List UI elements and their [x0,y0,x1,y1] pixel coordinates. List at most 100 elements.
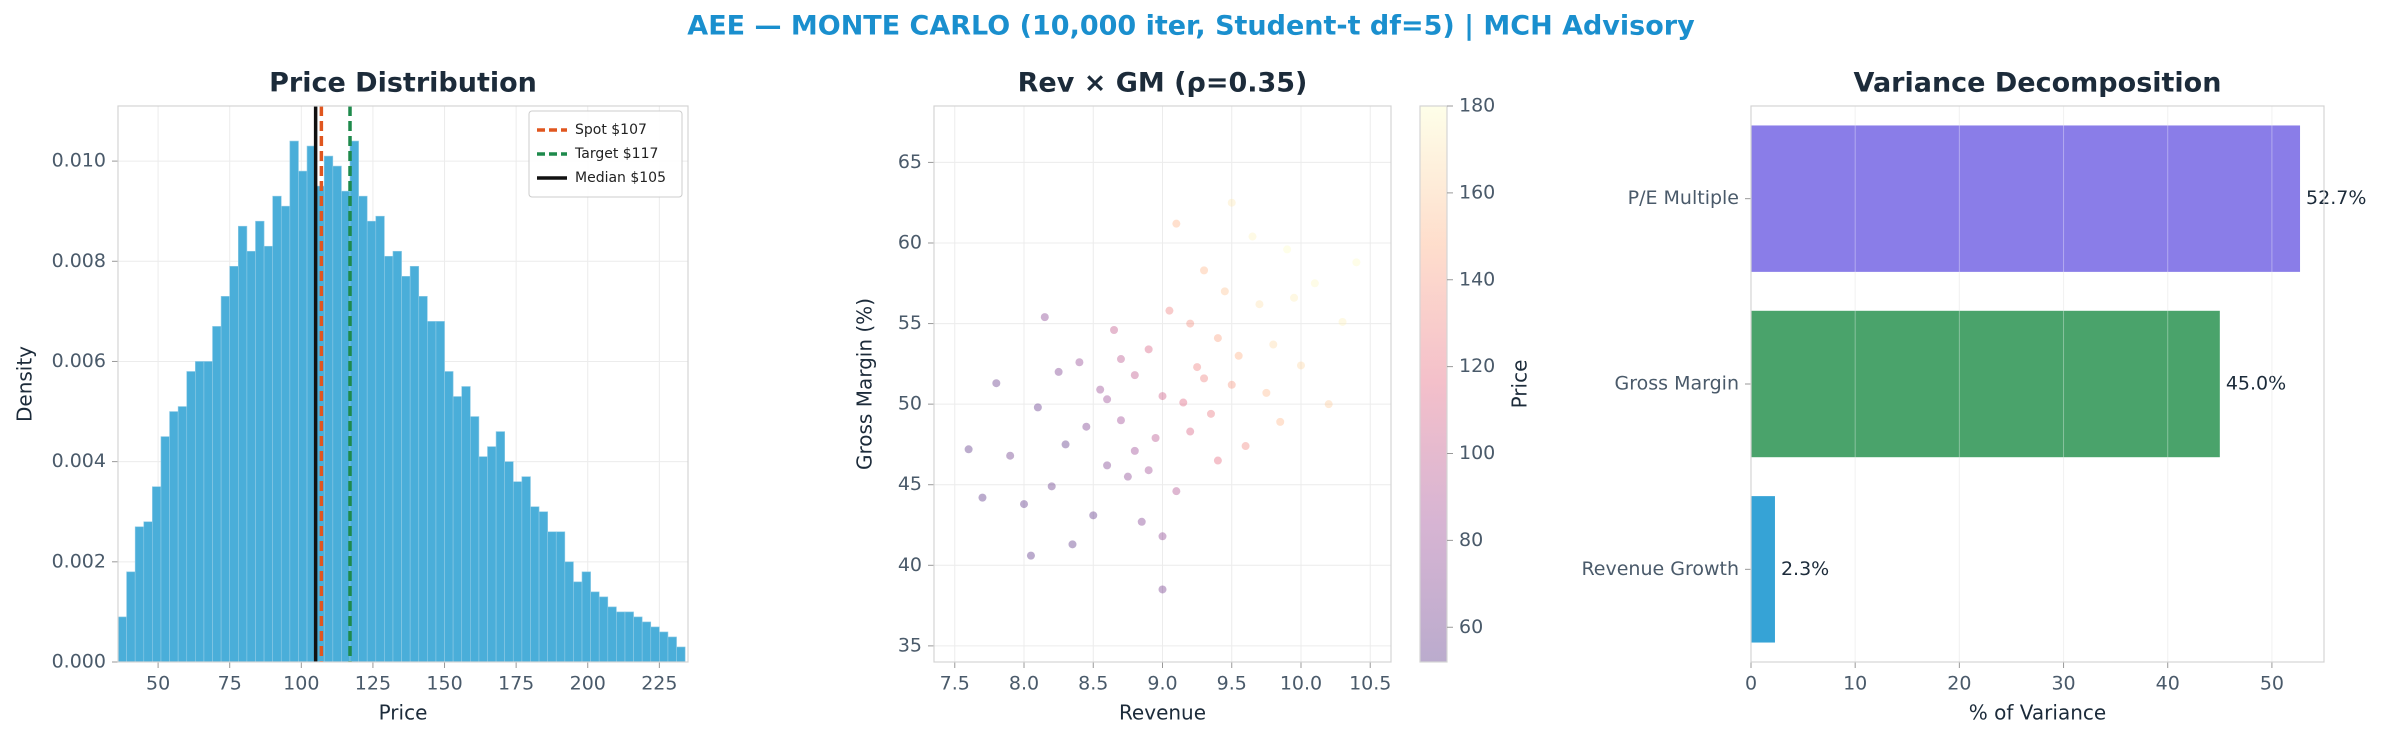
histogram-bar [177,406,188,662]
colorbar-tick-label: 180 [1459,95,1495,117]
x-tick-label: 30 [2051,673,2075,695]
scatter-point [1172,487,1181,496]
histogram-bar [409,265,420,662]
histogram-bar [126,571,136,662]
legend-label: Median $105 [575,170,666,186]
histogram-bar [263,245,273,662]
scatter-point [992,379,1001,388]
histogram-bar [650,626,660,662]
y-tick-label: 0.000 [52,651,106,673]
scatter-point [1186,427,1195,436]
scatter-point [1227,198,1236,207]
scatter-point [1193,363,1202,372]
y-tick-label: 0.004 [52,450,106,472]
histogram-bar [212,326,222,662]
y-tick-label: 0.010 [52,150,106,172]
histogram-bar [392,250,402,662]
scatter-point [1276,417,1285,426]
x-tick-label: 7.5 [940,673,970,695]
histogram-bar [169,411,179,662]
histogram-bar [323,155,334,662]
x-tick-label: 225 [641,673,677,695]
bar [1751,125,2301,272]
x-axis-label: Revenue [1119,701,1206,725]
scatter-point [1165,306,1174,315]
x-tick-label: 8.0 [1009,673,1039,695]
histogram-bar [573,581,583,662]
scatter-point [1061,440,1070,449]
legend-box [528,110,683,198]
histogram-bar [255,220,265,662]
y-tick-label: 40 [898,554,922,576]
y-tick-label: 35 [898,634,922,656]
scatter-point [1158,532,1167,541]
histogram-bar [272,195,282,662]
scatter-point [1151,433,1160,442]
histogram-bar [143,521,153,662]
bars [118,140,686,662]
axes-title: Variance Decomposition [1854,68,2222,99]
scatter-point [1338,317,1347,326]
x-tick-label: 100 [283,673,319,695]
scatter-point [1241,442,1250,451]
scatter-point [1026,551,1035,560]
histogram-bar [512,481,523,662]
histogram-bar [607,606,617,662]
x-tick-label: 125 [355,673,391,695]
axes-title: Price Distribution [269,68,537,99]
value-label: 2.3% [1781,558,1829,580]
scatter-point [964,445,973,454]
histogram-bar [203,361,213,662]
x-tick-label: 0 [1745,673,1757,695]
scatter-point [1186,319,1195,328]
histogram-bar [487,446,497,662]
plot-frame [117,105,689,663]
x-tick-label: 75 [218,673,242,695]
histogram-bar [427,321,437,662]
scatter-point [1130,446,1139,455]
scatter-point [1033,403,1042,412]
histogram-bar [616,611,626,662]
x-tick-label: 9.5 [1217,673,1247,695]
scatter-point [1310,279,1319,288]
scatter-point [1144,345,1153,354]
histogram-bar [246,250,256,662]
legend-label: Target $117 [574,146,658,162]
scatter-point [1213,456,1222,465]
histogram-bar [332,165,342,662]
bar [1751,310,2220,458]
y-tick-label: 45 [898,473,922,495]
legend-label: Spot $107 [575,122,647,138]
scatter-point [1158,392,1167,401]
x-tick-label: 8.5 [1078,673,1108,695]
histogram-bar [478,456,488,662]
x-axis-label: Price [379,701,428,725]
bar [1751,496,1775,643]
colorbar-frame [1419,105,1448,663]
scatter-point [1158,585,1167,594]
histogram-bar [555,531,566,662]
scatter-point [1103,395,1112,404]
histogram-bar [186,371,196,662]
x-tick-label: 40 [2156,673,2180,695]
colorbar-tick-label: 80 [1459,529,1483,551]
histogram-bar [521,476,531,662]
scatter-point [1020,500,1029,509]
histogram-bar [118,616,127,662]
scatter-point [1040,313,1049,322]
histogram-bar [435,321,445,662]
colorbar-tick-label: 160 [1459,181,1495,203]
colorbar-tick-label: 120 [1459,355,1495,377]
x-tick-label: 175 [498,673,534,695]
scatter-point [1082,422,1091,431]
x-tick-label: 10.0 [1280,673,1322,695]
scatter-point [1047,482,1056,491]
histogram-bar [418,296,428,662]
scatter-point [1296,361,1305,370]
scatter-point [1123,472,1132,481]
histogram-bar [289,140,299,662]
colorbar [1420,106,1447,662]
histogram-bar [280,205,291,662]
colorbar-tick-label: 100 [1459,442,1495,464]
